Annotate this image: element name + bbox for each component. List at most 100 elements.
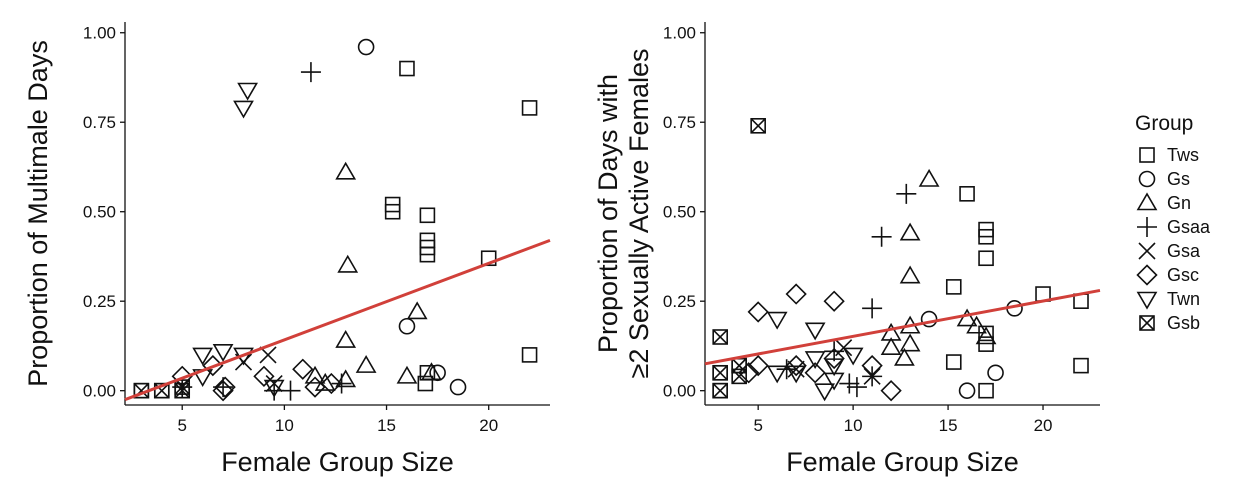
data-point: [785, 354, 807, 377]
data-point: [396, 365, 418, 384]
x-tick-label: 15: [377, 416, 396, 435]
data-point: [300, 62, 321, 83]
data-point: [521, 347, 538, 363]
data-point: [823, 358, 845, 377]
data-point: [966, 315, 987, 334]
data-point: [421, 362, 442, 381]
data-point: [785, 365, 807, 384]
legend-title: Group: [1135, 112, 1193, 135]
series-gsaa: [776, 183, 917, 398]
data-point: [304, 365, 326, 384]
y-tick-label: 0.75: [663, 113, 696, 132]
legend-item-twn: Twn: [1136, 289, 1200, 310]
data-point: [237, 82, 258, 101]
data-point: [384, 196, 401, 213]
data-point: [776, 359, 797, 380]
data-point: [766, 365, 788, 384]
series-gsc: [171, 354, 343, 402]
data-point: [280, 380, 301, 401]
data-point: [959, 186, 975, 202]
data-point: [521, 100, 538, 116]
data-point: [750, 118, 766, 134]
data-point: [335, 161, 357, 180]
x-tick-label: 20: [1034, 416, 1053, 435]
data-point: [747, 301, 769, 323]
data-point: [712, 329, 728, 345]
series-gn: [880, 168, 997, 366]
legend-key: [1136, 291, 1158, 310]
y-axis-title-line-2: ≥2 Sexually Active Females: [624, 49, 654, 379]
legend-item-gsc: Gsc: [1136, 264, 1199, 286]
legend-item-gsa: Gsa: [1138, 241, 1201, 261]
y-tick-label: 0.75: [83, 113, 116, 132]
legend-label: Gsb: [1167, 313, 1200, 333]
data-point: [398, 317, 416, 335]
series-gsb: [712, 118, 766, 399]
data-point: [263, 379, 285, 398]
data-point: [253, 365, 275, 387]
data-point: [899, 333, 921, 352]
data-point: [945, 354, 962, 370]
y-axis-title: Proportion of Multimale Days: [23, 40, 53, 387]
data-point: [920, 310, 938, 328]
data-point: [357, 38, 375, 56]
legend-item-gsaa: Gsaa: [1137, 217, 1211, 237]
legend: Group Tws Gs Gn Gsaa Gsa Gsc Twn Gsb: [1135, 112, 1211, 333]
data-point: [712, 382, 728, 399]
fit-line: [704, 288, 1101, 366]
data-point: [480, 250, 497, 267]
y-tick-label: 0.00: [83, 382, 116, 401]
multimale-days-panel: 0.00 0.25 0.50 0.75 1.00 5 10 15 20 Female Group …: [23, 22, 551, 477]
series-gsb: [133, 379, 191, 399]
data-point: [823, 347, 845, 370]
data-point: [945, 279, 962, 295]
data-point: [814, 383, 836, 402]
data-point: [871, 226, 892, 247]
y-tick-label: 0.25: [663, 292, 696, 311]
data-point: [846, 377, 867, 398]
series-gs: [357, 38, 467, 396]
data-point: [804, 351, 826, 370]
y-tick-label: 0.50: [83, 203, 116, 222]
data-point: [731, 368, 747, 385]
data-point: [171, 365, 193, 387]
legend-label: Gs: [1167, 169, 1190, 189]
legend-item-gn: Gn: [1136, 192, 1191, 213]
data-point: [406, 301, 428, 320]
legend-key: [1136, 192, 1158, 211]
legend-label: Gsc: [1167, 265, 1199, 285]
data-point: [355, 355, 377, 373]
series-gsa: [234, 346, 283, 393]
data-point: [987, 364, 1004, 382]
data-point: [880, 380, 902, 402]
legend-label: Gn: [1167, 193, 1191, 213]
data-point: [202, 354, 224, 377]
series-gn: [304, 161, 442, 391]
data-point: [766, 311, 788, 330]
data-point: [747, 354, 769, 377]
legend-label: Gsa: [1167, 241, 1201, 261]
legend-key: [1138, 170, 1156, 188]
data-point: [863, 367, 881, 385]
data-point: [785, 283, 807, 305]
data-point: [894, 347, 915, 366]
x-axis-title: Female Group Size: [221, 447, 454, 477]
x-tick-label: 20: [479, 416, 498, 435]
data-point: [804, 362, 826, 384]
data-point: [975, 326, 997, 345]
x-tick-label: 10: [844, 416, 863, 435]
data-point: [1073, 357, 1089, 374]
data-point: [265, 374, 283, 393]
y-tick-label: 0.00: [663, 382, 696, 401]
legend-label: Twn: [1167, 289, 1200, 309]
data-point: [419, 246, 436, 263]
series-tws: [133, 60, 538, 399]
data-point: [417, 375, 434, 392]
data-point: [320, 372, 343, 395]
data-point: [839, 373, 860, 394]
legend-label: Tws: [1167, 145, 1199, 165]
legend-key: [1139, 315, 1155, 331]
data-point: [978, 250, 994, 267]
data-point: [862, 298, 883, 319]
x-tick-label: 5: [753, 416, 762, 435]
